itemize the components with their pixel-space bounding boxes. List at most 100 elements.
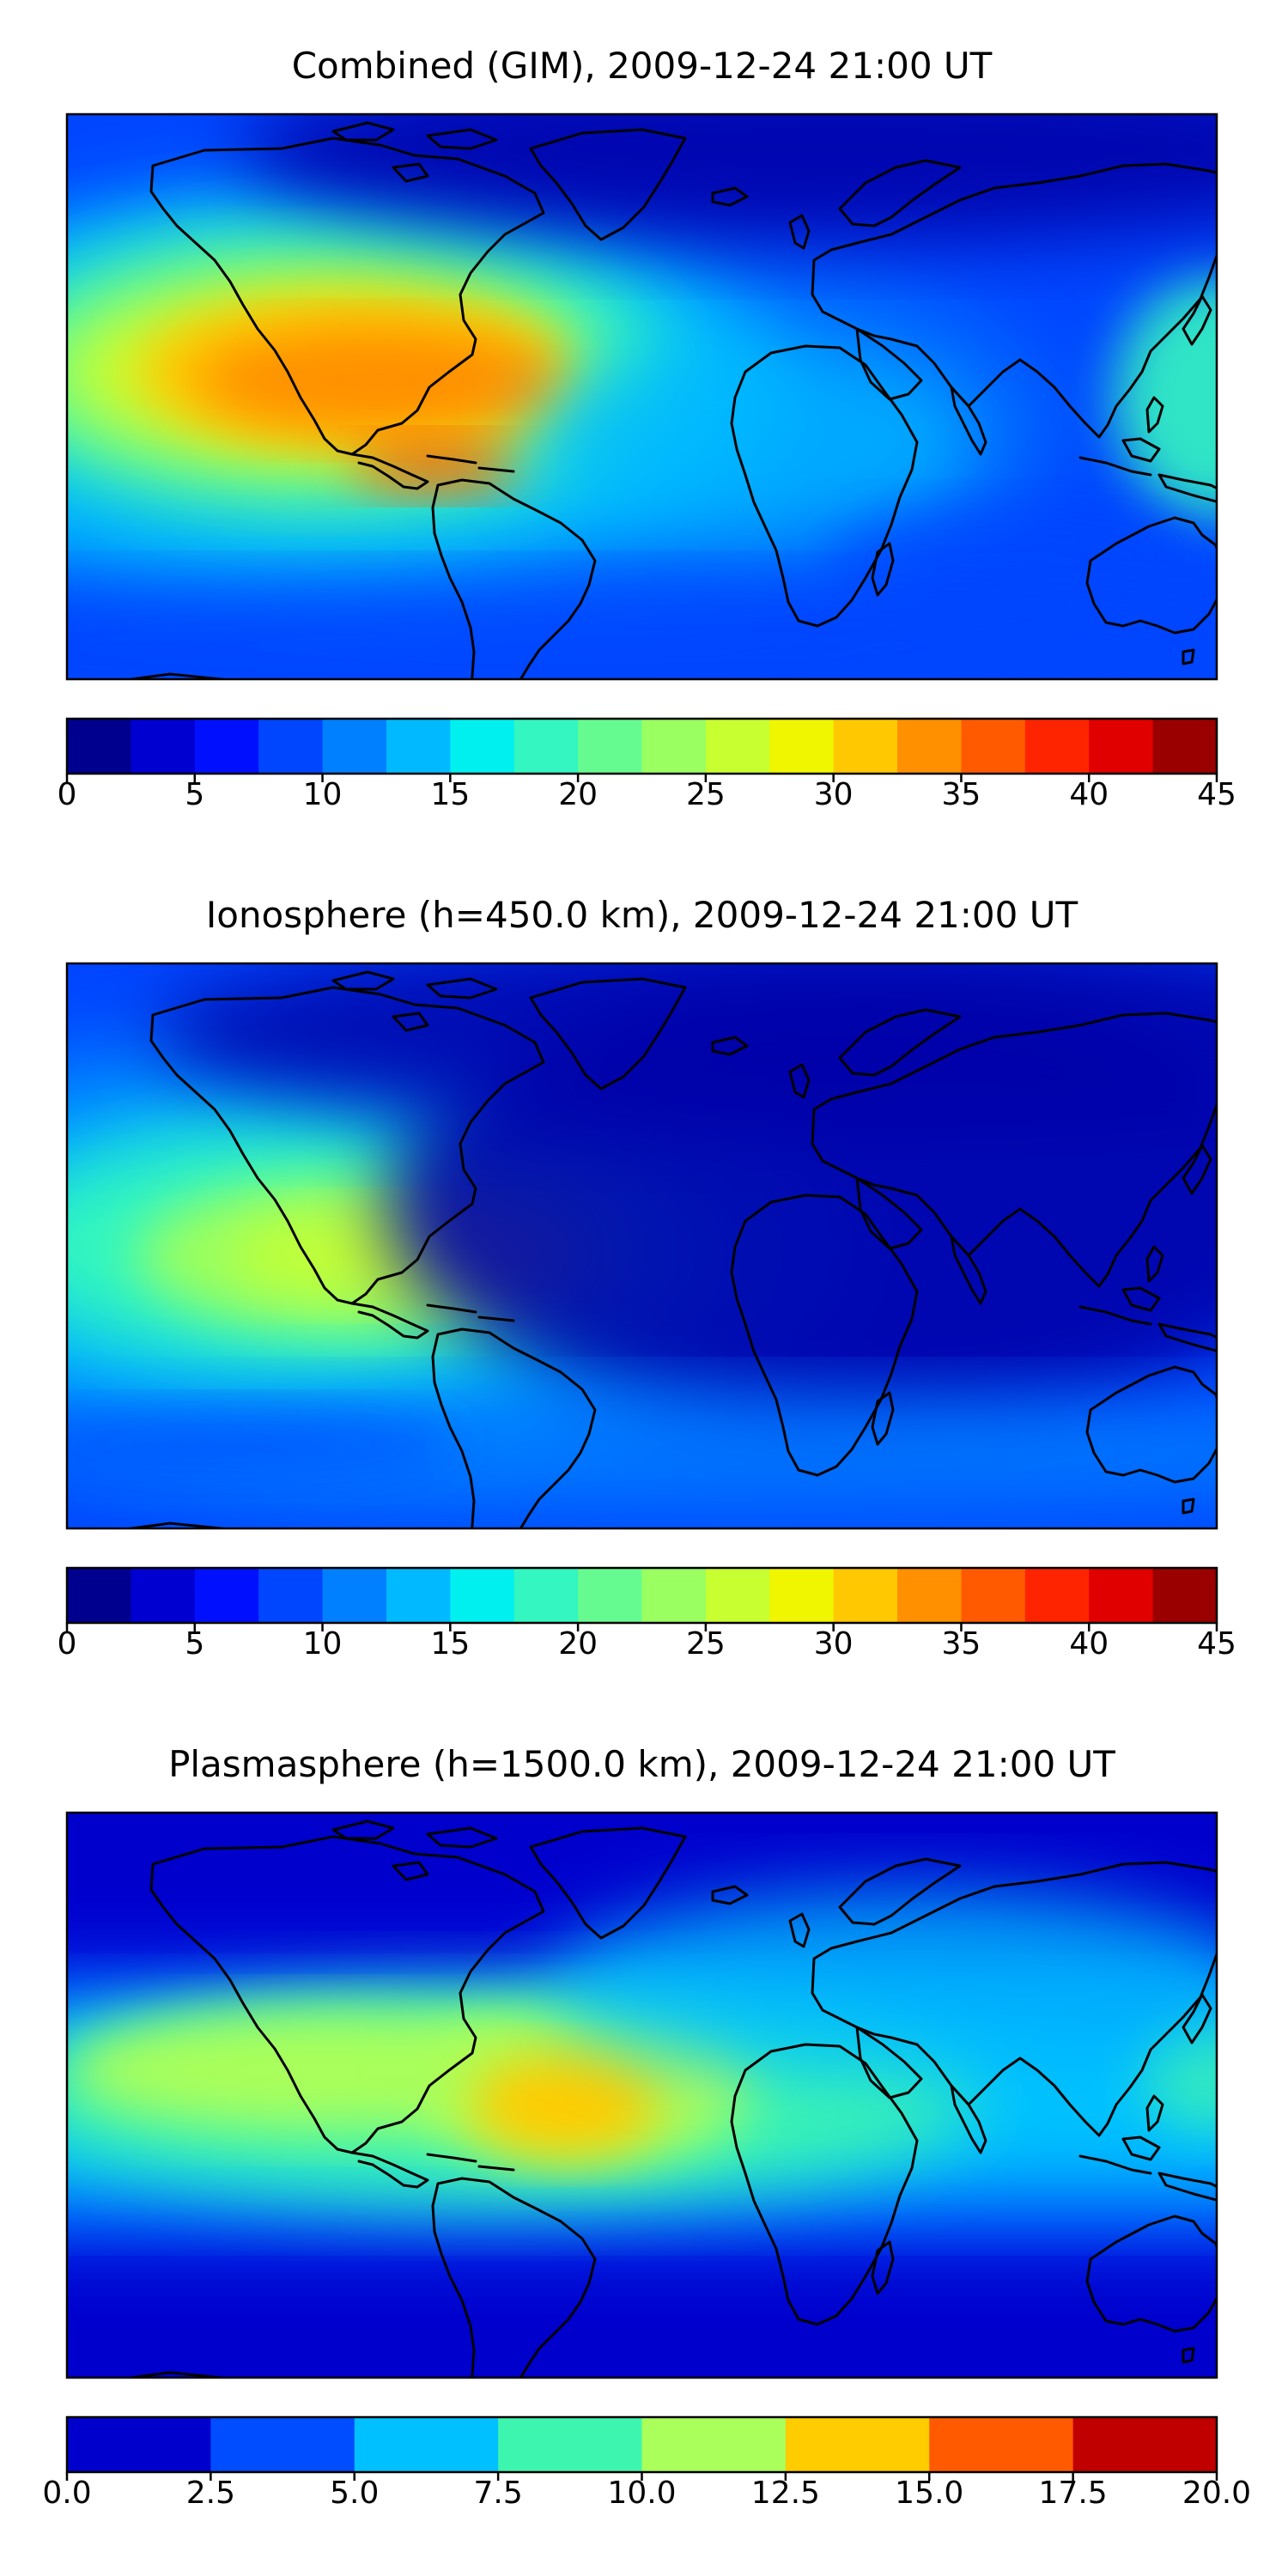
colorbar-bin <box>131 719 196 774</box>
map-frame <box>65 962 1218 1530</box>
colorbar-bin <box>1152 1568 1218 1623</box>
colorbar-bin <box>578 719 643 774</box>
panel-3: Plasmasphere (h=1500.0 km), 2009-12-24 2… <box>42 1743 1251 2511</box>
colorbar-bin <box>194 1568 259 1623</box>
colorbar-bin <box>641 2417 787 2472</box>
colorbar-bin <box>194 719 259 774</box>
colorbar-tick-label: 25 <box>686 777 726 812</box>
colorbar-bin <box>386 1568 451 1623</box>
contour-region <box>531 337 977 544</box>
colorbar-bin <box>450 719 515 774</box>
colorbar-bin <box>705 719 770 774</box>
colorbar-tick-label: 35 <box>942 777 981 812</box>
contour-region <box>67 586 1217 679</box>
heatmap-field <box>67 963 1217 1528</box>
colorbar-bin <box>897 1568 963 1623</box>
contour-region <box>239 114 1217 243</box>
colorbar-tick-label: 2.5 <box>186 2476 235 2511</box>
colorbar: 0 5 10 15 20 25 30 35 40 45 <box>58 717 1236 812</box>
colorbar-tick-label: 0 <box>58 777 77 812</box>
colorbar-bin <box>498 2417 643 2472</box>
colorbar-tick-label: 10.0 <box>607 2476 676 2511</box>
colorbar-tick-label: 15.0 <box>895 2476 963 2511</box>
colorbar-tick-label: 17.5 <box>1039 2476 1108 2511</box>
colorbar-tick-label: 20 <box>558 777 598 812</box>
panel-2: Ionosphere (h=450.0 km), 2009-12-24 21:0… <box>58 894 1236 1662</box>
colorbar-bin <box>641 1568 707 1623</box>
colorbar-tick-label: 40 <box>1069 777 1109 812</box>
contour-region <box>67 1410 462 1479</box>
colorbar-frame <box>65 1566 1218 1625</box>
colorbar-tick-label: 15 <box>430 1626 470 1662</box>
colorbar-bin <box>705 1568 770 1623</box>
colorbar-bin <box>769 719 835 774</box>
colorbar-bin <box>67 1568 131 1623</box>
colorbar-bin <box>258 1568 324 1623</box>
colorbar-tick-label: 0.0 <box>42 2476 91 2511</box>
colorbar-bin <box>258 719 324 774</box>
contour-region <box>350 440 522 492</box>
colorbar-bin <box>67 719 131 774</box>
colorbar-bin <box>1024 1568 1090 1623</box>
colorbar-bin <box>1072 2417 1218 2472</box>
colorbar-bin <box>131 1568 196 1623</box>
colorbar-bin <box>210 2417 355 2472</box>
colorbar-bin <box>833 1568 898 1623</box>
colorbar-bin <box>897 719 963 774</box>
panel-title: Combined (GIM), 2009-12-24 21:00 UT <box>292 45 993 87</box>
colorbar-bin <box>322 1568 387 1623</box>
colorbar-bin <box>1024 719 1090 774</box>
colorbar-tick-label: 15 <box>430 777 470 812</box>
colorbar-bin <box>386 719 451 774</box>
colorbar-tick-label: 12.5 <box>751 2476 820 2511</box>
contour-region <box>196 329 556 432</box>
colorbar-bin <box>769 1568 835 1623</box>
colorbar-tick-label: 0 <box>58 1626 77 1662</box>
colorbar-tick-label: 45 <box>1197 1626 1236 1662</box>
colorbar-bin <box>578 1568 643 1623</box>
colorbar-bin <box>929 2417 1074 2472</box>
colorbar-bin <box>833 719 898 774</box>
colorbar: 0.0 2.5 5.0 7.5 10.0 12.5 15.0 17.5 20.0 <box>42 2415 1251 2511</box>
colorbar-bin <box>354 2417 499 2472</box>
contour-region <box>548 1890 1217 2079</box>
colorbar-tick-label: 30 <box>814 1626 854 1662</box>
colorbar-bin <box>1152 719 1218 774</box>
colorbar-bin <box>67 2417 211 2472</box>
colorbar-bin <box>450 1568 515 1623</box>
colorbar-bin <box>961 1568 1026 1623</box>
colorbar-bin <box>641 719 707 774</box>
colorbar: 0 5 10 15 20 25 30 35 40 45 <box>58 1566 1236 1662</box>
colorbar-tick-label: 20 <box>558 1626 598 1662</box>
colorbar-bin <box>513 1568 579 1623</box>
colorbar-bin <box>1089 1568 1154 1623</box>
colorbar-frame <box>65 717 1218 775</box>
colorbar-bin <box>1089 719 1154 774</box>
heatmap-field <box>67 114 1217 679</box>
colorbar-tick-label: 7.5 <box>473 2476 522 2511</box>
contour-region <box>471 2053 659 2156</box>
colorbar-tick-label: 25 <box>686 1626 726 1662</box>
map-frame <box>65 1811 1218 2379</box>
heatmap-field <box>67 1813 1217 2378</box>
colorbar-bin <box>322 719 387 774</box>
colorbar-tick-label: 30 <box>814 777 854 812</box>
panel-title: Ionosphere (h=450.0 km), 2009-12-24 21:0… <box>206 894 1078 936</box>
contour-region <box>153 963 1217 1135</box>
colorbar-bin <box>961 719 1026 774</box>
colorbar-bin <box>785 2417 930 2472</box>
colorbar-tick-label: 5 <box>185 1626 204 1662</box>
colorbar-tick-label: 10 <box>303 777 343 812</box>
contour-region <box>823 509 1200 612</box>
panel-title: Plasmasphere (h=1500.0 km), 2009-12-24 2… <box>168 1743 1115 1785</box>
panel-1: Combined (GIM), 2009-12-24 21:00 UT 0 5 10 1… <box>58 45 1236 812</box>
colorbar-tick-label: 5.0 <box>330 2476 379 2511</box>
colorbar-tick-label: 5 <box>185 777 204 812</box>
colorbar-tick-label: 40 <box>1069 1626 1109 1662</box>
colorbar-tick-label: 20.0 <box>1182 2476 1251 2511</box>
colorbar-tick-label: 10 <box>303 1626 343 1662</box>
colorbar-tick-label: 35 <box>942 1626 981 1662</box>
colorbar-bin <box>513 719 579 774</box>
colorbar-tick-label: 45 <box>1197 777 1236 812</box>
